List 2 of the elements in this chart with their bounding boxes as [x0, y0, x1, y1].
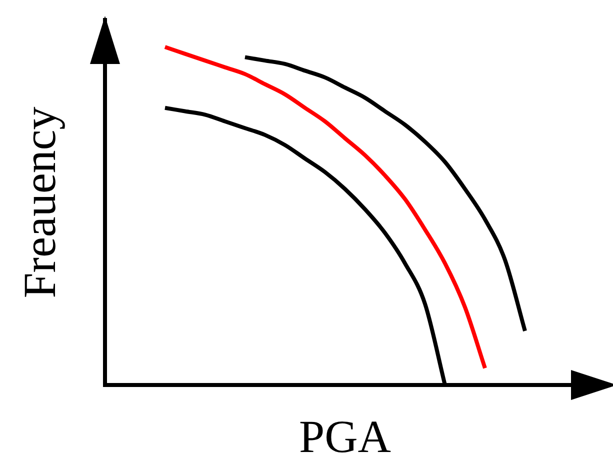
x-axis-title: PGA [298, 411, 392, 462]
y-axis-title: Freauency [14, 106, 66, 298]
